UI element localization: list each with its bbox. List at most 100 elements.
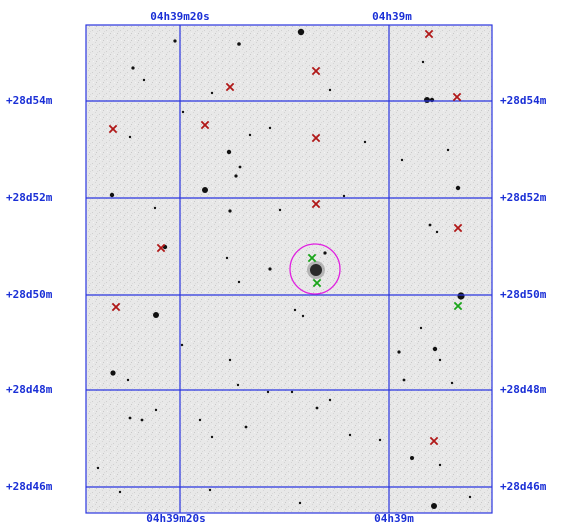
- catalog-marker-green[interactable]: [453, 301, 463, 311]
- star: [290, 390, 294, 394]
- star: [400, 158, 404, 162]
- star: [109, 192, 115, 198]
- star: [96, 466, 100, 470]
- star: [328, 398, 332, 402]
- catalog-marker-red[interactable]: [311, 133, 321, 143]
- star: [268, 126, 272, 130]
- star: [301, 314, 305, 318]
- target-circle[interactable]: [289, 243, 341, 295]
- dec-label-right-1: +28d54m: [500, 94, 547, 107]
- dec-label-left-1: +28d54m: [6, 94, 53, 107]
- catalog-marker-red[interactable]: [225, 82, 235, 92]
- star: [278, 208, 282, 212]
- star: [128, 416, 132, 420]
- star: [248, 133, 252, 137]
- star: [468, 495, 472, 499]
- star: [153, 312, 159, 318]
- star: [410, 456, 414, 460]
- catalog-marker-red[interactable]: [453, 223, 463, 233]
- star: [378, 438, 382, 442]
- star: [438, 358, 442, 362]
- star: [419, 326, 423, 330]
- star: [128, 135, 132, 139]
- star: [180, 343, 184, 347]
- star: [297, 28, 305, 36]
- star: [244, 425, 248, 429]
- star: [431, 503, 437, 509]
- dec-label-right-3: +28d50m: [500, 288, 547, 301]
- star: [118, 490, 122, 494]
- star: [140, 418, 144, 422]
- star: [228, 358, 232, 362]
- coordinate-grid: [85, 24, 493, 514]
- star: [363, 140, 367, 144]
- dec-label-left-4: +28d48m: [6, 383, 53, 396]
- star: [432, 346, 438, 352]
- star: [315, 406, 319, 410]
- catalog-marker-red[interactable]: [111, 302, 121, 312]
- catalog-marker-green[interactable]: [307, 253, 317, 263]
- image-field[interactable]: [86, 25, 492, 513]
- dec-label-right-2: +28d52m: [500, 191, 547, 204]
- star: [323, 251, 327, 255]
- ra-label-top-1: 04h39m20s: [150, 10, 210, 23]
- star: [397, 350, 401, 354]
- star: [210, 91, 214, 95]
- star: [455, 185, 461, 191]
- star: [298, 501, 302, 505]
- star: [226, 149, 232, 155]
- ra-label-bottom-2: 04h39m: [374, 512, 414, 525]
- star: [154, 408, 158, 412]
- star: [228, 209, 232, 213]
- dec-label-left-3: +28d50m: [6, 288, 53, 301]
- star: [173, 39, 177, 43]
- star: [234, 174, 238, 178]
- star: [457, 292, 465, 300]
- star: [236, 383, 240, 387]
- star: [424, 97, 430, 103]
- star: [238, 165, 242, 169]
- star: [237, 280, 241, 284]
- star: [181, 110, 185, 114]
- star: [266, 390, 270, 394]
- star: [342, 194, 346, 198]
- dec-label-left-2: +28d52m: [6, 191, 53, 204]
- catalog-marker-red[interactable]: [311, 199, 321, 209]
- star: [202, 187, 208, 193]
- target-halo: [307, 261, 325, 279]
- star: [310, 264, 322, 276]
- star: [293, 308, 297, 312]
- star: [210, 435, 214, 439]
- catalog-marker-red[interactable]: [424, 29, 434, 39]
- star: [198, 418, 202, 422]
- star: [450, 381, 454, 385]
- grid-frame: [85, 24, 493, 514]
- catalog-marker-red[interactable]: [452, 92, 462, 102]
- catalog-markers[interactable]: [108, 29, 463, 446]
- catalog-marker-red[interactable]: [108, 124, 118, 134]
- dec-label-right-5: +28d46m: [500, 480, 547, 493]
- star: [402, 378, 406, 382]
- star: [110, 370, 116, 376]
- star: [328, 88, 332, 92]
- catalog-marker-red[interactable]: [200, 120, 210, 130]
- star: [438, 463, 442, 467]
- catalog-marker-red[interactable]: [311, 66, 321, 76]
- star: [142, 78, 146, 82]
- star: [131, 66, 135, 70]
- star: [126, 378, 130, 382]
- catalog-marker-red[interactable]: [429, 436, 439, 446]
- star: [421, 60, 425, 64]
- ra-label-top-2: 04h39m: [372, 10, 412, 23]
- star: [208, 488, 212, 492]
- catalog-marker-red[interactable]: [156, 243, 166, 253]
- dec-label-left-5: +28d46m: [6, 480, 53, 493]
- star-field: [96, 28, 472, 509]
- catalog-marker-green[interactable]: [312, 278, 322, 288]
- star: [237, 42, 241, 46]
- star: [428, 223, 432, 227]
- star: [153, 206, 157, 210]
- star: [435, 230, 439, 234]
- star: [268, 267, 272, 271]
